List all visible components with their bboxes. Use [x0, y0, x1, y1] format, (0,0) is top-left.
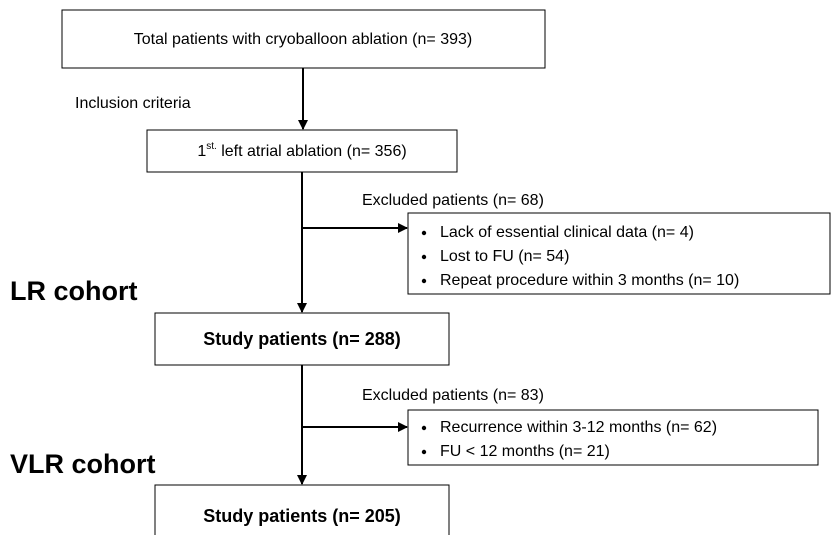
exclusion-list: Lack of essential clinical data (n= 4) Lo… [421, 224, 739, 289]
bullet [421, 254, 427, 260]
box [61, 9, 546, 69]
edge-label: Inclusion criteria [75, 95, 191, 112]
box-label: Total patients with cryoballoon ablation… [134, 31, 472, 48]
box [154, 484, 450, 535]
exclusion-item: FU < 12 months (n= 21) [440, 443, 610, 460]
bullet [421, 449, 427, 455]
exclusion-item: Recurrence within 3-12 months (n= 62) [440, 419, 717, 436]
box [154, 312, 450, 366]
bullet [421, 278, 427, 284]
cohort-label: LR cohort [10, 276, 138, 306]
box-label: 1st. left atrial ablation (n= 356) [197, 141, 406, 161]
box-label: Study patients (n= 288) [203, 329, 401, 349]
label-superscript: st. [206, 141, 217, 152]
label-part: 1 [197, 143, 206, 160]
label-part: left atrial ablation (n= 356) [217, 143, 407, 160]
edge-label: Excluded patients (n= 83) [362, 387, 544, 404]
box-label: Study patients (n= 205) [203, 506, 401, 526]
edge-label: Excluded patients (n= 68) [362, 192, 544, 209]
exclusion-item: Lack of essential clinical data (n= 4) [440, 224, 694, 241]
bullet [421, 425, 427, 431]
cohort-label: VLR cohort [10, 449, 156, 479]
exclusion-box [407, 212, 831, 295]
exclusion-item: Repeat procedure within 3 months (n= 10) [440, 272, 739, 289]
bullet [421, 230, 427, 236]
exclusion-item: Lost to FU (n= 54) [440, 248, 569, 265]
exclusion-list: Recurrence within 3-12 months (n= 62) FU … [421, 419, 717, 460]
exclusion-box [407, 409, 819, 466]
box [146, 129, 458, 173]
